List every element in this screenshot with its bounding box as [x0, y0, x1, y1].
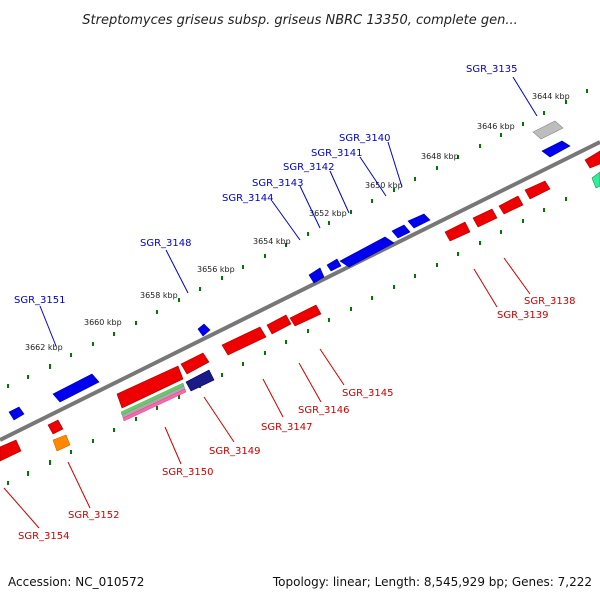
scale-label-3648: 3648 kbp: [421, 152, 459, 161]
gene-arrow[interactable]: [584, 150, 600, 169]
gene-arrow[interactable]: [498, 195, 524, 215]
tick-row-top: [7, 89, 588, 388]
gene-arrow[interactable]: [221, 326, 267, 356]
genome-backbone: [0, 140, 600, 442]
scale-label-3658: 3658 kbp: [140, 291, 178, 300]
gene-arrow[interactable]: [472, 208, 498, 228]
scale-label-3656: 3656 kbp: [197, 265, 235, 274]
gene-arrow[interactable]: [52, 434, 71, 452]
gene-arrow[interactable]: [339, 236, 395, 268]
gene-arrow[interactable]: [8, 406, 25, 421]
gene-arrow[interactable]: [326, 258, 342, 272]
gene-arrow[interactable]: [541, 140, 571, 158]
gene-label[interactable]: SGR_3138: [524, 296, 576, 307]
gene-arrow[interactable]: [266, 314, 292, 335]
gene-label[interactable]: SGR_3149: [209, 446, 261, 457]
scale-label-3660: 3660 kbp: [84, 318, 122, 327]
accession-text: Accession: NC_010572: [8, 575, 144, 589]
gene-label[interactable]: SGR_3135: [466, 64, 518, 75]
gene-label[interactable]: SGR_3147: [261, 422, 313, 433]
gene-arrow[interactable]: [407, 213, 431, 229]
gene-arrow[interactable]: [116, 365, 184, 409]
gene-arrow[interactable]: [289, 304, 322, 327]
gene-label[interactable]: SGR_3143: [252, 178, 304, 189]
gene-label[interactable]: SGR_3140: [339, 133, 391, 144]
gene-arrow[interactable]: [122, 388, 187, 422]
gene-arrow[interactable]: [524, 180, 551, 200]
gene-arrow[interactable]: [0, 439, 22, 462]
topology-text: Topology: linear; Length: 8,545,929 bp; …: [272, 575, 592, 589]
gene-arrow[interactable]: [197, 323, 211, 337]
scale-label-3662: 3662 kbp: [25, 343, 63, 352]
tick-row-bottom: [7, 197, 567, 485]
gene-arrow[interactable]: [444, 221, 471, 242]
gene-arrow[interactable]: [185, 369, 215, 392]
gene-arrow[interactable]: [180, 352, 210, 375]
scale-label-3650: 3650 kbp: [365, 181, 403, 190]
gene-arrow[interactable]: [308, 267, 325, 284]
gene-labels-top: SGR_3135 SGR_3140 SGR_3141 SGR_3142 SGR_…: [14, 64, 518, 306]
gene-label[interactable]: SGR_3142: [283, 162, 335, 173]
map-title: Streptomyces griseus subsp. griseus NBRC…: [82, 13, 517, 28]
scale-label-3652: 3652 kbp: [309, 209, 347, 218]
scale-label-3654: 3654 kbp: [253, 237, 291, 246]
gene-label[interactable]: SGR_3150: [162, 467, 214, 478]
gene-label[interactable]: SGR_3144: [222, 193, 274, 204]
gene-arrow[interactable]: [591, 171, 600, 189]
gene-label[interactable]: SGR_3139: [497, 310, 549, 321]
gene-label[interactable]: SGR_3152: [68, 510, 120, 521]
gene-label[interactable]: SGR_3151: [14, 295, 66, 306]
scale-labels: 3644 kbp 3646 kbp 3648 kbp 3650 kbp 3652…: [25, 92, 570, 352]
gene-label[interactable]: SGR_3148: [140, 238, 192, 249]
leader-lines-top: [39, 76, 538, 347]
gene-label[interactable]: SGR_3146: [298, 405, 350, 416]
gene-arrow[interactable]: [532, 120, 564, 140]
gene-label[interactable]: SGR_3145: [342, 388, 394, 399]
gene-labels-bottom: SGR_3138 SGR_3139 SGR_3145 SGR_3146 SGR_…: [18, 296, 576, 542]
gene-arrow[interactable]: [52, 373, 100, 403]
scale-label-3646: 3646 kbp: [477, 122, 515, 131]
forward-strand-genes: [8, 120, 571, 421]
scale-label-3644: 3644 kbp: [532, 92, 570, 101]
gene-arrow[interactable]: [391, 224, 411, 239]
gene-label[interactable]: SGR_3141: [311, 148, 363, 159]
gene-label[interactable]: SGR_3154: [18, 531, 70, 542]
reverse-strand-genes: [0, 150, 600, 462]
gene-arrow[interactable]: [47, 419, 64, 435]
leader-lines-bottom: [3, 257, 531, 529]
